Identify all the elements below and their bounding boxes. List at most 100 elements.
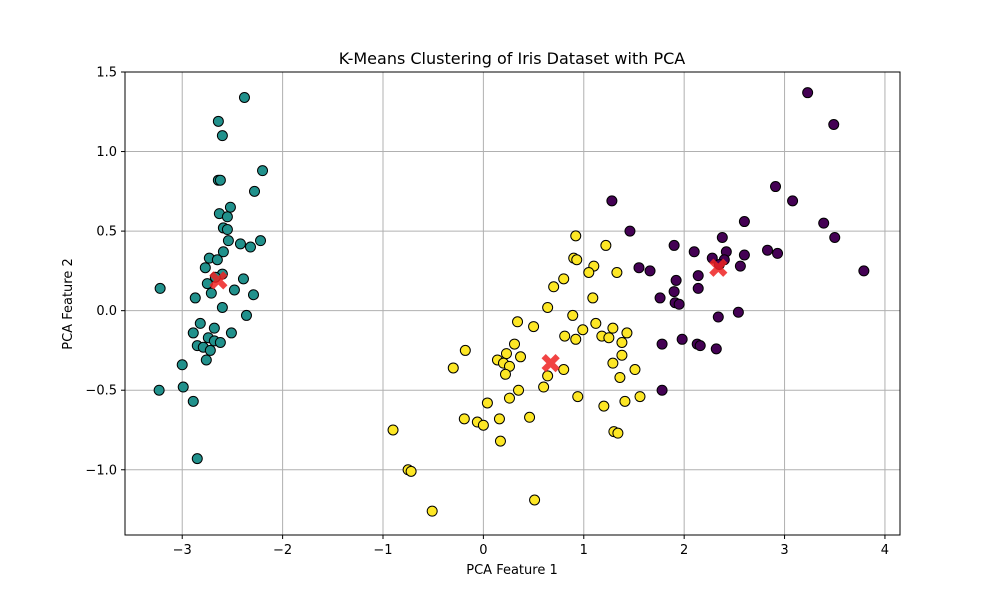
- data-point: [255, 235, 267, 247]
- x-axis-label: PCA Feature 1: [466, 563, 557, 578]
- data-point: [503, 392, 515, 404]
- data-point: [590, 317, 602, 329]
- centroids: [209, 258, 728, 373]
- data-point: [710, 343, 722, 355]
- data-point: [513, 384, 525, 396]
- data-point: [598, 400, 610, 412]
- data-point: [606, 195, 618, 207]
- data-point: [633, 262, 645, 274]
- data-point: [191, 453, 203, 465]
- x-tick-label: 1: [580, 543, 588, 558]
- data-point: [770, 181, 782, 193]
- data-point: [802, 87, 814, 99]
- data-point: [577, 324, 589, 336]
- data-point: [500, 348, 512, 360]
- data-point: [244, 241, 256, 253]
- data-point: [477, 419, 489, 431]
- data-point: [787, 195, 799, 207]
- data-point: [228, 284, 240, 296]
- data-point: [619, 395, 631, 407]
- data-point: [512, 316, 524, 328]
- data-point: [177, 381, 189, 393]
- data-point: [654, 292, 666, 304]
- data-point: [772, 247, 784, 259]
- centroid-marker: [541, 354, 560, 373]
- data-point: [528, 321, 540, 333]
- axis-ticks: −3 −2 −1 0 1 2 3 4 −1.0 −0.5 0.0 0.5 1.0 1.5: [85, 66, 889, 559]
- data-point: [583, 266, 595, 278]
- data-point: [426, 505, 438, 517]
- data-point: [216, 130, 228, 142]
- data-point: [676, 333, 688, 345]
- data-point: [603, 332, 615, 344]
- data-point: [692, 282, 704, 294]
- data-point: [694, 340, 706, 352]
- data-point: [247, 289, 259, 301]
- data-point: [611, 266, 623, 278]
- data-point: [214, 336, 226, 348]
- data-point: [200, 354, 212, 366]
- data-point: [542, 301, 554, 313]
- data-point: [459, 344, 471, 356]
- data-point: [205, 287, 217, 299]
- data-point: [212, 115, 224, 127]
- plot-area-frame: [124, 71, 901, 536]
- data-point: [217, 246, 229, 258]
- data-point: [187, 395, 199, 407]
- data-point: [447, 362, 459, 374]
- y-tick-label: −1.0: [85, 463, 117, 478]
- data-point: [481, 397, 493, 409]
- data-point: [221, 224, 233, 236]
- data-point: [204, 344, 216, 356]
- data-point: [607, 322, 619, 334]
- data-point: [524, 411, 536, 423]
- data-point: [176, 359, 188, 371]
- data-point: [538, 381, 550, 393]
- data-point: [634, 391, 646, 403]
- data-point: [187, 327, 199, 339]
- data-point: [237, 273, 249, 285]
- data-point: [211, 254, 223, 266]
- data-point: [600, 239, 612, 251]
- data-point: [738, 216, 750, 228]
- data-point: [858, 265, 870, 277]
- data-point: [558, 364, 570, 376]
- data-point: [587, 292, 599, 304]
- data-point: [668, 286, 680, 298]
- data-point: [570, 333, 582, 345]
- data-point: [189, 292, 201, 304]
- data-point: [194, 317, 206, 329]
- data-point: [208, 322, 220, 334]
- data-point: [712, 311, 724, 323]
- x-tick-label: −2: [273, 543, 292, 558]
- data-point: [515, 351, 527, 363]
- data-point: [529, 494, 541, 506]
- y-tick-label: 0.5: [96, 225, 117, 240]
- data-point: [656, 338, 668, 350]
- data-point: [607, 357, 619, 369]
- data-point: [829, 231, 841, 243]
- data-point: [616, 336, 628, 348]
- data-point: [614, 371, 626, 383]
- data-point: [542, 370, 554, 382]
- data-point: [509, 338, 521, 350]
- data-point: [629, 364, 641, 376]
- data-point: [199, 262, 211, 274]
- data-point: [387, 424, 399, 436]
- data-point: [570, 230, 582, 242]
- data-point: [240, 309, 252, 321]
- x-tick-label: 2: [680, 543, 688, 558]
- data-point: [221, 211, 233, 223]
- data-point: [571, 254, 583, 266]
- x-tick-label: −3: [173, 543, 192, 558]
- y-tick-label: 0.0: [96, 304, 117, 319]
- x-tick-label: 4: [881, 543, 889, 558]
- data-point: [405, 465, 417, 477]
- data-point: [225, 327, 237, 339]
- y-tick-label: 1.0: [96, 145, 117, 160]
- data-point: [644, 265, 656, 277]
- data-point: [612, 427, 624, 439]
- data-point: [734, 260, 746, 272]
